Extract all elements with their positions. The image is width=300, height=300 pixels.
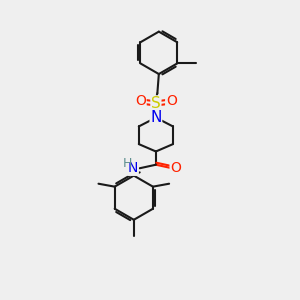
Text: O: O — [170, 161, 181, 175]
Text: O: O — [135, 94, 146, 108]
Text: O: O — [166, 94, 177, 108]
Text: N: N — [150, 110, 162, 125]
Text: S: S — [151, 96, 161, 111]
Text: N: N — [128, 161, 138, 175]
Text: H: H — [123, 157, 132, 170]
